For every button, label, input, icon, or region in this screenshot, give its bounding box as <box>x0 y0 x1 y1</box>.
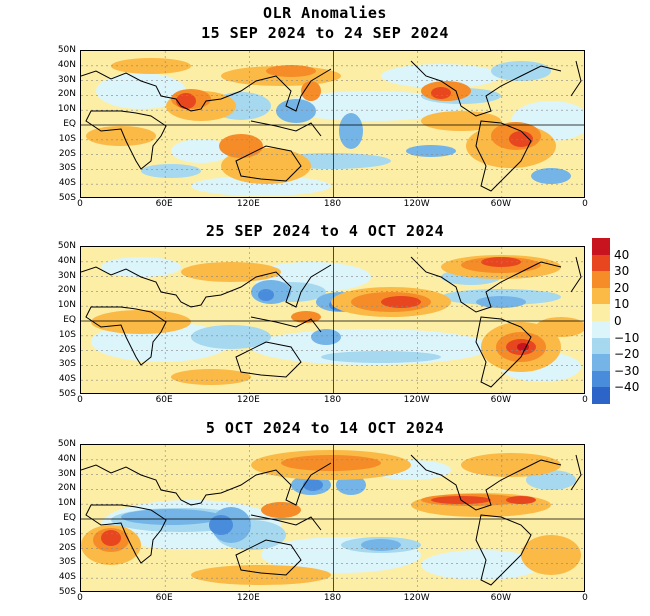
lon-label-2-2: 120E <box>236 395 260 405</box>
panel-1-svg <box>81 51 584 197</box>
lat-label-1-2: 30N <box>57 74 76 85</box>
lat-label-2-5: EQ <box>63 315 76 325</box>
lat-label-2-2: 30N <box>57 270 76 281</box>
lon-label-2-4: 120W <box>403 395 430 405</box>
panel-1-title: 15 SEP 2024 to 24 SEP 2024 <box>201 24 449 42</box>
colorbar-label-1: 30 <box>614 264 630 279</box>
lat-label-3-3: 20N <box>57 483 76 494</box>
lon-label-2-3: 180 <box>323 395 342 405</box>
lon-label-3-3: 180 <box>323 593 342 603</box>
lat-label-3-6: 10S <box>58 527 76 538</box>
colorbar-swatch-8 <box>592 370 610 388</box>
lat-label-2-10: 50S <box>58 389 76 399</box>
lon-label-1-0: 0 <box>77 199 83 209</box>
lat-label-3-4: 10N <box>57 498 76 509</box>
lon-label-3-1: 60E <box>155 593 173 603</box>
lat-label-2-9: 40S <box>58 374 76 385</box>
lon-label-3-0: 0 <box>77 593 83 603</box>
panel-2-map <box>80 246 585 394</box>
lat-label-3-9: 40S <box>58 572 76 583</box>
lat-label-1-6: 10S <box>58 133 76 144</box>
colorbar-swatch-2 <box>592 271 610 288</box>
lon-label-1-4: 120W <box>403 199 430 209</box>
lat-label-2-0: 50N <box>57 241 76 251</box>
colorbar-swatch-3 <box>592 287 610 305</box>
colorbar-swatch-1 <box>592 254 610 272</box>
lat-label-1-5: EQ <box>63 119 76 129</box>
colorbar <box>592 238 610 404</box>
lat-label-2-1: 40N <box>57 255 76 266</box>
lat-label-1-4: 10N <box>57 104 76 115</box>
panel-1-map <box>80 50 585 198</box>
colorbar-swatch-7 <box>592 354 610 371</box>
colorbar-label-8: −40 <box>614 380 640 395</box>
lat-label-1-3: 20N <box>57 89 76 100</box>
colorbar-swatch-9 <box>592 387 610 404</box>
coastlines <box>81 454 582 586</box>
coastlines <box>81 60 582 192</box>
lon-label-1-2: 120E <box>236 199 260 209</box>
lat-label-1-0: 50N <box>57 45 76 55</box>
panel-3-svg <box>81 445 584 591</box>
lon-label-2-6: 0 <box>582 395 588 405</box>
lat-label-3-10: 50S <box>58 587 76 597</box>
lat-label-2-4: 10N <box>57 300 76 311</box>
lon-label-3-4: 120W <box>403 593 430 603</box>
colorbar-label-3: 10 <box>614 297 630 312</box>
lat-label-3-5: EQ <box>63 513 76 523</box>
lon-label-3-5: 60W <box>490 593 511 603</box>
panel-2-svg <box>81 247 584 393</box>
lon-label-2-1: 60E <box>155 395 173 405</box>
lon-label-3-2: 120E <box>236 593 260 603</box>
lat-label-1-1: 40N <box>57 59 76 70</box>
coastlines <box>81 256 582 388</box>
figure-title: OLR Anomalies <box>263 4 387 22</box>
colorbar-label-6: −20 <box>614 347 640 362</box>
colorbar-label-5: −10 <box>614 330 640 345</box>
lon-label-2-0: 0 <box>77 395 83 405</box>
colorbar-swatch-5 <box>592 321 610 338</box>
lat-label-2-6: 10S <box>58 329 76 340</box>
lat-label-3-2: 30N <box>57 468 76 479</box>
lat-label-3-1: 40N <box>57 453 76 464</box>
panel-2-title: 25 SEP 2024 to 4 OCT 2024 <box>205 222 445 240</box>
lat-label-2-8: 30S <box>58 359 76 370</box>
lat-label-3-7: 20S <box>58 542 76 553</box>
lat-label-1-9: 40S <box>58 178 76 189</box>
lon-label-1-5: 60W <box>490 199 511 209</box>
lat-label-3-8: 30S <box>58 557 76 568</box>
lat-label-2-3: 20N <box>57 285 76 296</box>
lat-label-3-0: 50N <box>57 439 76 449</box>
colorbar-label-7: −30 <box>614 363 640 378</box>
panel-3-map <box>80 444 585 592</box>
lon-label-3-6: 0 <box>582 593 588 603</box>
colorbar-swatch-0 <box>592 238 610 255</box>
lon-label-1-1: 60E <box>155 199 173 209</box>
colorbar-swatch-6 <box>592 337 610 355</box>
lon-label-1-6: 0 <box>582 199 588 209</box>
lat-label-1-8: 30S <box>58 163 76 174</box>
lat-label-1-7: 20S <box>58 148 76 159</box>
panel-3-title: 5 OCT 2024 to 14 OCT 2024 <box>205 419 445 437</box>
lon-label-1-3: 180 <box>323 199 342 209</box>
colorbar-label-0: 40 <box>614 247 630 262</box>
colorbar-label-4: 0 <box>614 314 622 328</box>
colorbar-swatch-4 <box>592 304 610 321</box>
lat-label-1-10: 50S <box>58 193 76 203</box>
colorbar-label-2: 20 <box>614 280 630 295</box>
lat-label-2-7: 20S <box>58 344 76 355</box>
lon-label-2-5: 60W <box>490 395 511 405</box>
